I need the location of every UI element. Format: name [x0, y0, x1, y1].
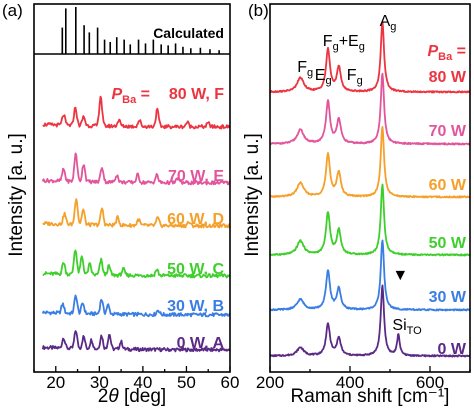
- raman-x-tick-label: 200: [256, 373, 284, 392]
- raman-series-label: 60 W: [429, 177, 467, 194]
- raman-peak-label: Eg: [315, 67, 332, 87]
- raman-trace-3: [269, 183, 471, 257]
- raman-peak-label: Fg: [297, 59, 313, 79]
- raman-y-axis-label: Intensity [a. u.]: [242, 133, 263, 257]
- xrd-series-label: 50 W, C: [167, 261, 224, 278]
- raman-trace-6: [269, 21, 471, 94]
- raman-series-labels: 0 W 30 W 50 W 60 W 70 W 80 W: [429, 69, 467, 358]
- xrd-series-label: 0 W, A: [177, 335, 225, 352]
- raman-peak-label: Ag: [380, 13, 397, 33]
- panel-b-raman-chart: (b) 0 W 30 W 50 W 60 W 70 W 80 W 200 400 600 Fg…: [242, 1, 471, 407]
- xrd-trace-4: [42, 198, 231, 229]
- raman-peak-label: Fg: [347, 67, 363, 87]
- xrd-traces: [41, 95, 231, 353]
- xrd-series-labels: 0 W, A 30 W, B 50 W, C 60 W, D 70 W, E 80 W, …: [167, 86, 224, 352]
- calculated-reference-pattern: [61, 6, 220, 54]
- raman-x-tick-label: 600: [416, 373, 444, 392]
- panel-a-xrd-chart: (a) 0 W, A 30 W, B 50 W, C 60 W, D 70 W, E 80…: [2, 1, 239, 407]
- xrd-x-axis-label: 2θ [deg]: [98, 386, 166, 407]
- xrd-series-label: 80 W, F: [169, 86, 224, 103]
- xrd-trace-2: [41, 294, 231, 318]
- xrd-trace-5: [41, 152, 231, 186]
- raman-series-label: 50 W: [429, 235, 467, 252]
- raman-trace-1: [269, 284, 471, 358]
- xrd-y-axis-label: Intensity [a. u.]: [6, 133, 27, 257]
- si-to-label: SiTO: [392, 317, 422, 337]
- raman-x-tick-label: 400: [336, 373, 364, 392]
- xrd-series-label: 30 W, B: [167, 298, 224, 315]
- si-marker-icon: ▼: [392, 267, 408, 284]
- panel-a-frame: [33, 3, 231, 373]
- raman-series-label: 0 W: [438, 341, 467, 358]
- raman-series-label: 80 W: [429, 69, 467, 86]
- raman-series-label: 70 W: [429, 123, 467, 140]
- calculated-label: Calculated: [153, 25, 224, 41]
- raman-x-ticks: 200 400 600: [256, 366, 471, 392]
- xrd-trace-3: [42, 249, 231, 279]
- xrd-trace-1: [41, 330, 231, 353]
- xrd-x-tick-label: 30: [90, 373, 109, 392]
- xrd-x-tick-label: 60: [221, 373, 240, 392]
- panel-b-label: (b): [248, 1, 269, 20]
- xrd-series-label: 70 W, E: [168, 168, 224, 185]
- raman-trace-4: [269, 126, 471, 199]
- xrd-x-tick-label: 50: [177, 373, 196, 392]
- raman-traces: [269, 21, 471, 358]
- xrd-trace-6: [42, 95, 231, 130]
- xrd-x-tick-label: 40: [133, 373, 152, 392]
- raman-peak-label: Fg+Eg: [323, 33, 365, 53]
- xrd-x-tick-label: 20: [46, 373, 65, 392]
- panel-a-label: (a): [2, 1, 23, 20]
- raman-pba-annotation: PBa =: [427, 43, 466, 63]
- raman-trace-2: [269, 239, 471, 312]
- xrd-x-ticks: 20 30 40 50 60: [33, 366, 240, 392]
- raman-series-label: 30 W: [429, 289, 467, 306]
- raman-x-axis-label: Raman shift [cm⁻¹]: [291, 386, 450, 407]
- xrd-pba-annotation: PBa =: [111, 86, 150, 106]
- xrd-series-label: 60 W, D: [167, 211, 224, 228]
- raman-trace-5: [269, 72, 471, 146]
- panel-b-frame: [269, 3, 471, 373]
